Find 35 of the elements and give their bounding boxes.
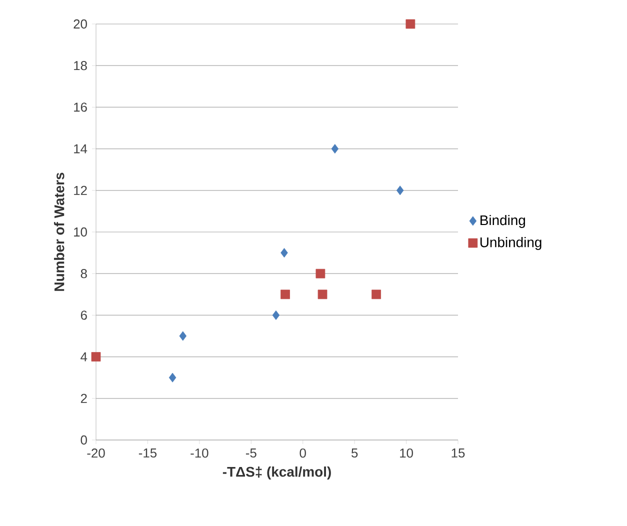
y-tick-label: 6 xyxy=(80,310,87,320)
point xyxy=(168,372,176,382)
x-tick-label: 10 xyxy=(400,448,413,458)
y-tick-label: 16 xyxy=(74,102,87,112)
y-tick-label: 10 xyxy=(74,227,87,237)
point xyxy=(331,144,339,154)
y-tick-label: 0 xyxy=(80,435,87,445)
x-tick-label: -15 xyxy=(138,448,157,458)
y-axis-title: Number of Waters xyxy=(54,172,64,291)
point xyxy=(372,290,381,300)
legend-label: Unbinding xyxy=(480,236,542,250)
x-axis-title: -TΔS‡ (kcal/mol) xyxy=(222,466,331,480)
x-tick-label: -5 xyxy=(246,448,256,458)
legend-label: Binding xyxy=(480,214,526,228)
x-tick-label: 0 xyxy=(300,448,306,458)
point xyxy=(179,331,187,341)
y-tick-label: 2 xyxy=(80,394,87,403)
x-tick-label: 15 xyxy=(452,448,465,458)
y-tick-label: 8 xyxy=(80,269,87,278)
point xyxy=(318,290,328,300)
point xyxy=(272,310,280,320)
x-tick-label: -10 xyxy=(190,448,208,458)
y-tick-label: 18 xyxy=(74,61,87,70)
point xyxy=(91,352,101,362)
point xyxy=(396,186,404,196)
y-tick-label: 12 xyxy=(74,186,87,195)
y-tick-label: 20 xyxy=(74,19,87,29)
point xyxy=(406,19,416,29)
y-tick-label: 14 xyxy=(74,144,88,154)
y-tick-label: 4 xyxy=(80,352,88,362)
x-tick-label: -20 xyxy=(87,448,105,458)
point xyxy=(280,248,288,258)
point xyxy=(316,268,326,278)
point xyxy=(280,290,290,300)
x-tick-label: 5 xyxy=(351,448,358,458)
